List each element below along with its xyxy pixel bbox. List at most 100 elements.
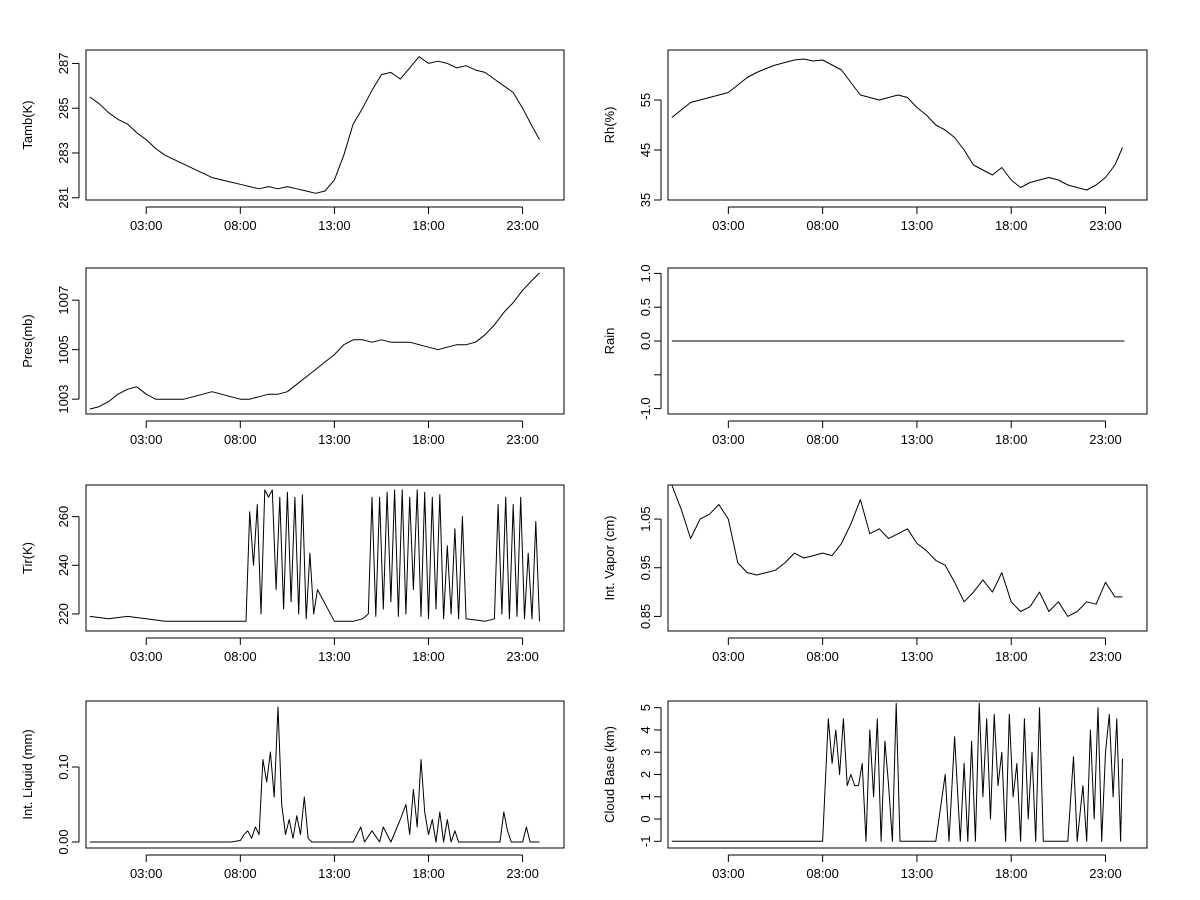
series-line-1: [89, 56, 540, 194]
x-tick-label: 03:00: [712, 649, 745, 664]
x-tick-label: 03:00: [712, 432, 745, 447]
y-axis-title: Int. Liquid (mm): [20, 729, 35, 819]
panel-6: 03:00 08:00 13:00 18:00 23:00 0.85 0.95 1.05 Int…: [602, 484, 1148, 664]
y-axis-title: Rain: [602, 328, 617, 355]
x-tick-label: 23:00: [1089, 649, 1122, 664]
x-tick-label: 18:00: [412, 432, 445, 447]
plot-frame: [85, 700, 565, 849]
y-tick-label: 240: [56, 554, 71, 576]
x-tick-label: 18:00: [995, 649, 1028, 664]
x-tick-label: 23:00: [1089, 866, 1122, 881]
y-tick-label: 287: [56, 53, 71, 75]
y-tick-label: 220: [56, 603, 71, 625]
y-tick-label: 1: [638, 793, 653, 800]
x-tick-label: 03:00: [712, 218, 745, 233]
x-tick-label: 13:00: [901, 866, 934, 881]
x-tick-label: 03:00: [712, 866, 745, 881]
y-tick-label: 0.10: [56, 754, 71, 779]
x-tick-label: 23:00: [506, 649, 539, 664]
x-tick-label: 18:00: [412, 218, 445, 233]
y-tick-label: 0: [638, 815, 653, 822]
series-line-1: [671, 58, 1123, 191]
y-tick-label: 1.05: [638, 506, 653, 531]
plot-frame: [85, 267, 565, 415]
y-tick-label: -1: [638, 836, 653, 848]
x-tick-label: 08:00: [806, 866, 839, 881]
y-tick-label: -1.0: [638, 397, 653, 419]
plot-frame: [667, 267, 1148, 415]
x-tick-label: 08:00: [224, 866, 257, 881]
y-tick-label: 0.85: [638, 604, 653, 629]
y-axis-title: Rh(%): [602, 107, 617, 144]
x-tick-label: 23:00: [506, 866, 539, 881]
y-tick-label: 1005: [56, 335, 71, 364]
x-tick-label: 13:00: [901, 432, 934, 447]
y-axis-title: Cloud Base (km): [602, 726, 617, 823]
panel-1: 03:00 08:00 13:00 18:00 23:00 281 283 285 287 Tam…: [20, 49, 565, 233]
x-tick-label: 13:00: [318, 218, 351, 233]
y-tick-label: 3: [638, 749, 653, 756]
x-tick-label: 23:00: [506, 432, 539, 447]
x-tick-label: 13:00: [318, 649, 351, 664]
x-tick-label: 13:00: [901, 218, 934, 233]
x-tick-label: 13:00: [318, 432, 351, 447]
y-tick-label: 5: [638, 704, 653, 711]
x-tick-label: 18:00: [995, 432, 1028, 447]
plot-frame: [667, 484, 1148, 632]
y-tick-label: 1003: [56, 385, 71, 414]
y-tick-label: 1007: [56, 286, 71, 315]
panel-7: 03:00 08:00 13:00 18:00 23:00 0.00 0.10 Int. Li…: [20, 700, 565, 881]
x-tick-label: 18:00: [995, 218, 1028, 233]
series-line-1: [671, 484, 1123, 617]
x-tick-label: 23:00: [506, 218, 539, 233]
x-tick-label: 03:00: [130, 432, 163, 447]
x-tick-label: 23:00: [1089, 218, 1122, 233]
y-tick-label: 0.5: [638, 298, 653, 316]
x-tick-label: 08:00: [806, 218, 839, 233]
plot-frame: [85, 484, 565, 632]
y-tick-label: 281: [56, 187, 71, 209]
y-tick-label: 35: [638, 193, 653, 207]
panel-2: 03:00 08:00 13:00 18:00 23:00 35 45 55 Rh(%): [602, 49, 1148, 233]
panel-3: 03:00 08:00 13:00 18:00 23:00 1003 1005 1007 Pre…: [20, 267, 565, 447]
y-tick-label: 4: [638, 726, 653, 733]
plot-frame: [667, 700, 1148, 849]
y-axis-title: Pres(mb): [20, 314, 35, 367]
series-line-1: [89, 706, 540, 843]
y-axis-title: Tir(K): [20, 542, 35, 574]
y-axis-title: Int. Vapor (cm): [602, 515, 617, 600]
x-tick-label: 18:00: [412, 649, 445, 664]
x-tick-label: 23:00: [1089, 432, 1122, 447]
y-tick-label: 283: [56, 142, 71, 164]
x-tick-label: 08:00: [806, 432, 839, 447]
panel-8: 03:00 08:00 13:00 18:00 23:00 -1 0 1 2 3 4 5 Cloud B…: [602, 700, 1148, 881]
x-tick-label: 03:00: [130, 649, 163, 664]
x-tick-label: 18:00: [412, 866, 445, 881]
y-tick-label: 55: [638, 93, 653, 107]
y-tick-label: 2: [638, 771, 653, 778]
y-axis-title: Tamb(K): [20, 100, 35, 149]
series-line-1: [671, 702, 1123, 842]
x-tick-label: 03:00: [130, 218, 163, 233]
x-tick-label: 08:00: [806, 649, 839, 664]
plot-frame: [85, 49, 565, 201]
x-tick-label: 13:00: [901, 649, 934, 664]
series-line-1: [89, 489, 540, 622]
x-tick-label: 18:00: [995, 866, 1028, 881]
y-tick-label: 0.0: [638, 332, 653, 350]
x-tick-label: 03:00: [130, 866, 163, 881]
y-tick-label: 0.00: [56, 829, 71, 854]
x-tick-label: 13:00: [318, 866, 351, 881]
series-line-1: [89, 272, 540, 410]
y-tick-label: 285: [56, 97, 71, 119]
y-tick-label: 45: [638, 143, 653, 157]
panel-5: 03:00 08:00 13:00 18:00 23:00 220 240 260 Tir(K): [20, 484, 565, 664]
panel-4: 03:00 08:00 13:00 18:00 23:00 -1.0 0.0 0.5 1.0 Ra…: [602, 264, 1148, 447]
plot-frame: [667, 49, 1148, 201]
y-tick-label: 260: [56, 506, 71, 528]
y-tick-label: 1.0: [638, 264, 653, 282]
y-tick-label: 0.95: [638, 555, 653, 580]
x-tick-label: 08:00: [224, 649, 257, 664]
x-tick-label: 08:00: [224, 432, 257, 447]
